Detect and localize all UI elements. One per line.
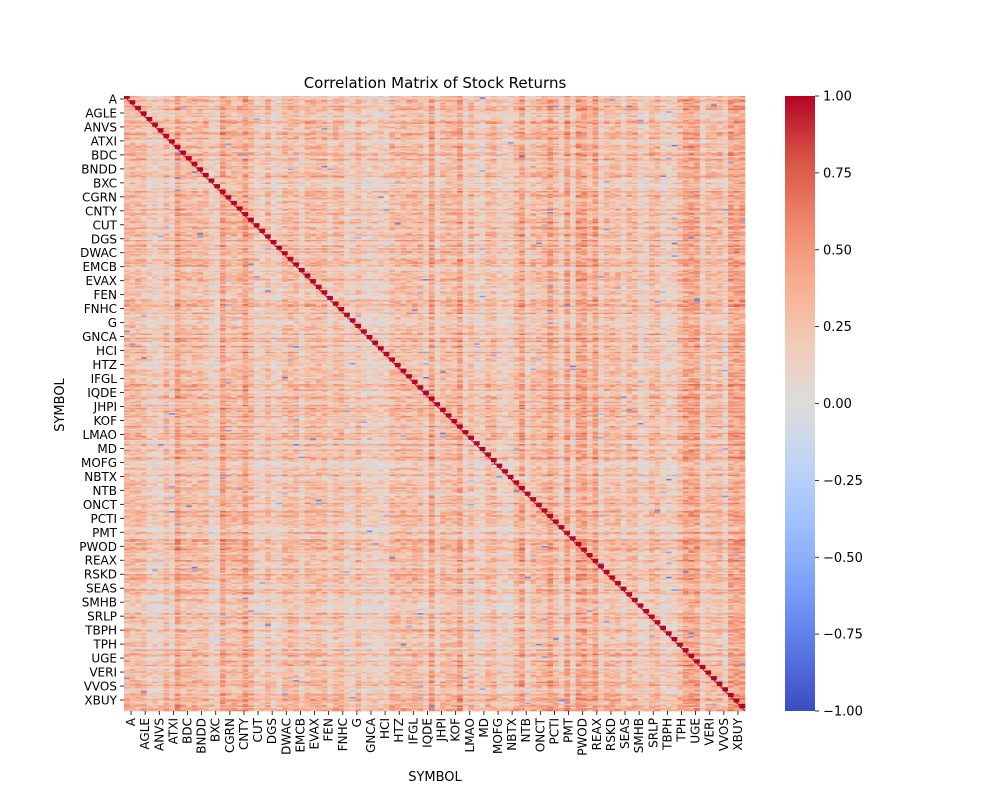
heatmap-cells [124,96,745,711]
chart-title: Correlation Matrix of Stock Returns [304,74,567,92]
heatmap-plot-area [124,96,745,711]
